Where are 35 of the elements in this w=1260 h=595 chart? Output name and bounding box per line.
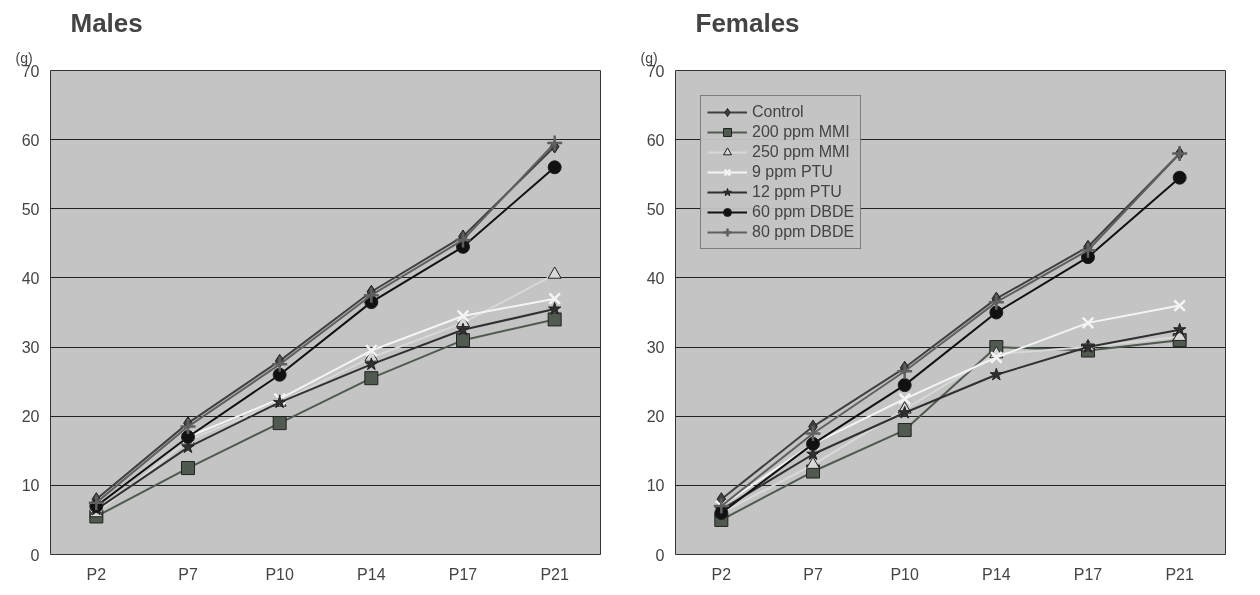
legend-label: 200 ppm MMI <box>752 123 850 141</box>
y-tick-label: 20 <box>646 408 665 426</box>
y-tick-label: 0 <box>655 546 665 564</box>
legend-label: 80 ppm DBDE <box>752 223 855 241</box>
x-tick-label: P21 <box>540 565 569 583</box>
chart-title: Males <box>70 7 143 38</box>
x-tick-label: P21 <box>1165 565 1194 583</box>
x-tick-label: P2 <box>711 565 732 583</box>
y-tick-label: 50 <box>21 200 40 218</box>
y-tick-label: 40 <box>646 269 665 287</box>
x-tick-label: P7 <box>803 565 823 583</box>
x-tick-label: P17 <box>448 565 478 583</box>
y-tick-label: 60 <box>21 131 40 149</box>
y-tick-label: 20 <box>21 408 40 426</box>
legend-label: 60 ppm DBDE <box>752 203 855 221</box>
legend-label: 12 ppm PTU <box>752 183 842 201</box>
x-tick-label: P14 <box>357 565 386 583</box>
y-tick-label: 60 <box>646 131 665 149</box>
y-tick-label: 10 <box>646 477 665 495</box>
x-tick-label: P14 <box>982 565 1011 583</box>
x-tick-label: P10 <box>890 565 919 583</box>
legend-label: Control <box>752 103 804 121</box>
x-tick-label: P10 <box>265 565 294 583</box>
x-tick-label: P7 <box>178 565 198 583</box>
legend-label: 250 ppm MMI <box>752 143 850 161</box>
x-tick-label: P17 <box>1073 565 1103 583</box>
y-tick-label: 30 <box>646 339 665 357</box>
x-tick-label: P2 <box>86 565 107 583</box>
legend-label: 9 ppm PTU <box>752 163 833 181</box>
y-tick-label: 50 <box>646 200 665 218</box>
y-tick-label: 40 <box>21 269 40 287</box>
y-tick-label: 0 <box>30 546 40 564</box>
y-tick-label: 30 <box>21 339 40 357</box>
chart-title: Females <box>695 7 800 38</box>
y-tick-label: 10 <box>21 477 40 495</box>
